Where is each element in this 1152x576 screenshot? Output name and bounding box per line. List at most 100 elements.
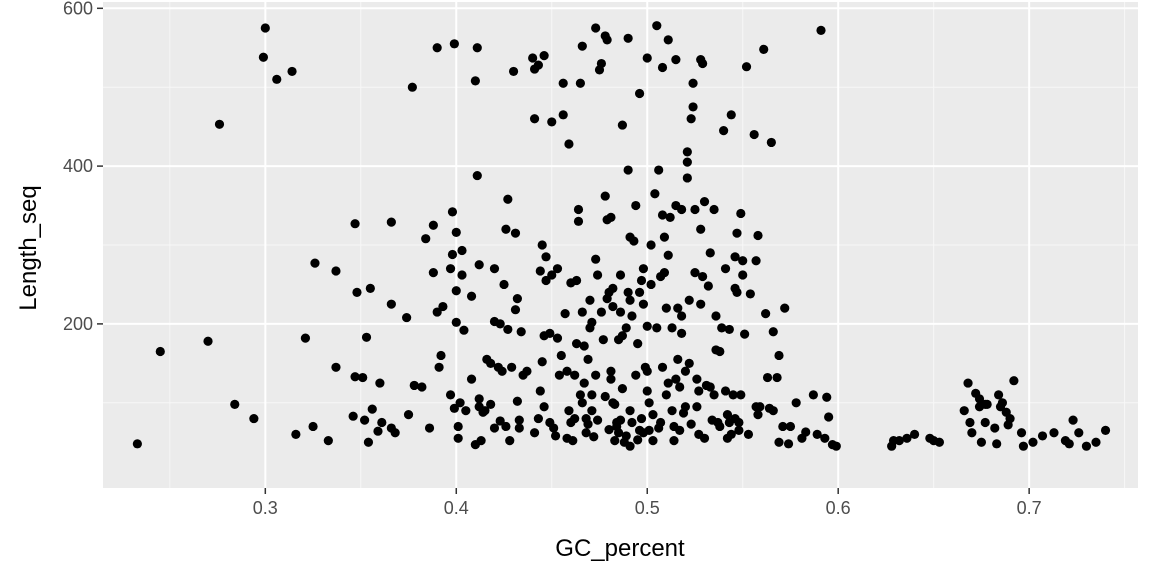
data-point [696, 224, 706, 234]
data-point [615, 415, 626, 425]
data-point [644, 425, 654, 436]
data-point [610, 436, 620, 446]
data-point [583, 419, 593, 429]
data-point [654, 165, 664, 175]
data-point [709, 204, 719, 215]
data-point [489, 264, 500, 274]
x-tick-label: 0.5 [635, 498, 660, 518]
data-point [579, 341, 589, 351]
data-point [486, 399, 496, 409]
data-point [638, 299, 649, 309]
data-point [547, 117, 557, 127]
data-point [636, 275, 647, 286]
data-point [331, 362, 341, 372]
data-point [734, 417, 744, 428]
data-point [249, 413, 259, 424]
data-point [499, 279, 509, 290]
data-point [587, 317, 597, 327]
data-point [709, 390, 719, 400]
data-point [528, 53, 538, 63]
data-point [308, 421, 318, 432]
data-point [547, 270, 557, 280]
data-point [459, 325, 469, 335]
data-point [692, 374, 702, 384]
data-point [571, 275, 582, 286]
x-axis-ticks: 0.3 0.4 0.5 0.6 0.7 [253, 488, 1042, 518]
data-point [734, 425, 744, 436]
data-point [808, 390, 818, 400]
data-point [434, 362, 444, 372]
data-point [438, 301, 448, 312]
data-point [447, 249, 458, 260]
data-point [501, 224, 511, 234]
data-point [963, 378, 973, 388]
data-point [377, 417, 387, 428]
data-point [510, 305, 521, 315]
data-point [1016, 428, 1027, 438]
data-point [596, 307, 607, 317]
data-point [455, 398, 465, 408]
data-point [642, 321, 652, 331]
data-point [373, 426, 383, 436]
data-point [472, 43, 482, 53]
data-point [470, 76, 480, 86]
data-point [623, 33, 633, 43]
data-point [495, 319, 505, 329]
y-axis-title: Length_seq [15, 185, 42, 310]
data-point [959, 406, 969, 416]
data-point [631, 370, 641, 380]
x-tick-label: 0.4 [444, 498, 469, 518]
data-point [816, 25, 826, 36]
data-point [577, 398, 587, 408]
data-point [663, 378, 673, 388]
data-point [602, 35, 612, 45]
data-point [720, 264, 731, 274]
data-point [512, 294, 522, 304]
data-point [667, 406, 677, 416]
data-point [512, 396, 522, 406]
data-point [287, 66, 297, 77]
data-point [633, 435, 643, 445]
data-point [360, 415, 370, 425]
data-point [447, 207, 458, 217]
data-point [598, 335, 608, 345]
data-point [1068, 415, 1078, 425]
data-point [671, 374, 681, 384]
data-point [501, 421, 511, 432]
data-point [558, 110, 568, 120]
data-point [801, 427, 811, 437]
data-point [623, 287, 633, 297]
data-point [600, 191, 610, 201]
data-point [535, 266, 545, 276]
data-point [1018, 441, 1029, 451]
data-point [648, 436, 658, 446]
data-point [591, 254, 601, 264]
data-point [732, 287, 742, 297]
data-point [675, 382, 685, 392]
data-point [726, 110, 736, 120]
data-point [516, 327, 526, 337]
data-point [673, 303, 683, 313]
data-point [489, 423, 500, 433]
data-point [722, 410, 733, 420]
data-point [453, 433, 463, 443]
data-point [652, 21, 662, 31]
data-point [310, 258, 320, 268]
data-point [1100, 425, 1111, 436]
data-point [684, 358, 694, 368]
y-tick-label: 200 [63, 314, 93, 334]
data-point [894, 436, 904, 446]
data-point [705, 382, 715, 392]
data-point [663, 250, 673, 260]
data-point [367, 404, 377, 414]
data-point [350, 219, 360, 229]
data-point [738, 270, 748, 280]
data-point [451, 227, 461, 237]
data-point [680, 402, 691, 412]
data-point [736, 208, 746, 219]
data-point [424, 423, 435, 433]
data-point [589, 432, 599, 442]
data-point [510, 228, 521, 238]
data-point [550, 431, 561, 441]
